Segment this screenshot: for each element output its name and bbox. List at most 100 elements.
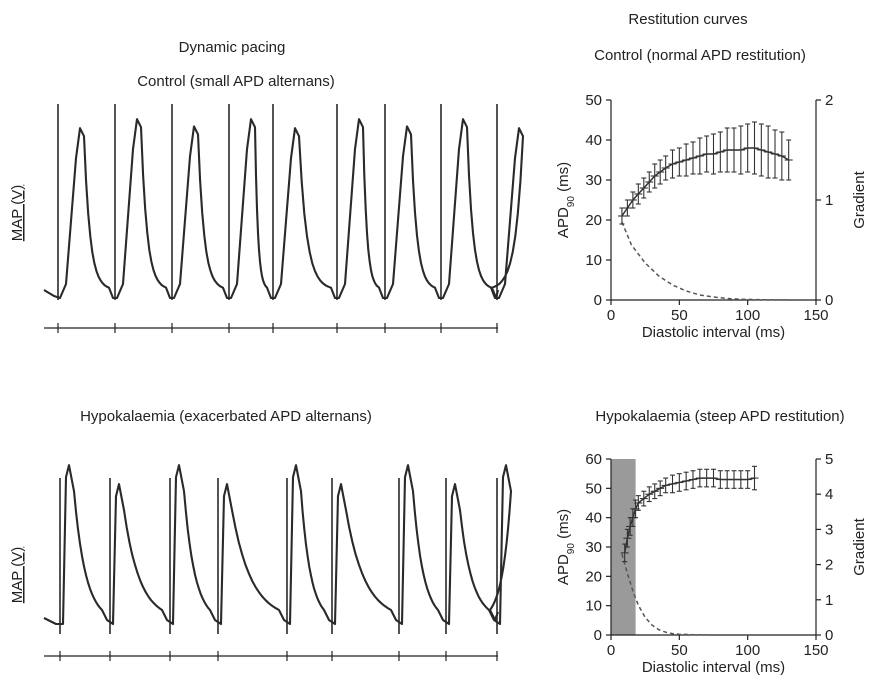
top-restitution-apd-point <box>645 171 654 193</box>
top-restitution-apd-point <box>743 123 752 173</box>
svg-text:Gradient: Gradient <box>851 517 868 575</box>
bottom-restitution-apd-point <box>645 486 654 503</box>
bottom-restitution-gradient-curve <box>621 553 748 636</box>
top-restitution-apd-point <box>723 127 732 173</box>
bottom-restitution-ytick-label: 30 <box>585 539 602 556</box>
svg-text:APD90 (ms): APD90 (ms) <box>555 162 577 238</box>
top-restitution-ytick-label: 10 <box>585 252 602 269</box>
top-restitution-xtick-label: 100 <box>735 307 760 324</box>
top-restitution-xlabel: Diastolic interval (ms) <box>642 324 785 341</box>
top-restitution-apd-point <box>709 133 718 175</box>
bottom-restitution-apd-point <box>639 490 648 507</box>
bottom-restitution-ytick-label: 20 <box>585 568 602 585</box>
top-restitution-apd-point <box>784 139 793 181</box>
bottom-trace-map-waveform <box>43 464 513 626</box>
svg-text:APD90 (ms): APD90 (ms) <box>555 509 577 585</box>
bottom-restitution-xtick-label: 150 <box>803 642 828 659</box>
top-restitution-apd-point <box>736 125 745 175</box>
top-right-subtitle: Control (normal APD restitution) <box>594 47 806 64</box>
top-restitution-apd-point <box>634 183 643 205</box>
bottom-restitution-apd-point <box>695 468 704 488</box>
top-restitution-y2tick-label: 2 <box>825 92 833 109</box>
bottom-restitution-apd-point <box>689 470 697 489</box>
top-restitution-apd-point <box>656 159 665 185</box>
top-restitution-apd-point <box>750 121 759 175</box>
bottom-restitution-apd-point <box>650 483 659 500</box>
top-restitution-y2tick-label: 0 <box>825 292 833 309</box>
top-restitution-apd-point <box>771 129 779 179</box>
bottom-restitution-xtick-label: 100 <box>735 642 760 659</box>
bottom-restitution-apd-point <box>709 468 718 488</box>
top-trace-ylabel: MAP (V) <box>9 185 26 241</box>
top-restitution-apd-point <box>689 141 697 175</box>
restitution-title: Restitution curves <box>628 11 747 28</box>
bottom-restitution-ytick-label: 60 <box>585 451 602 468</box>
bottom-restitution-apd-point <box>723 470 732 489</box>
top-restitution-xtick-label: 150 <box>803 307 828 324</box>
bottom-restitution-y2tick-label: 1 <box>825 592 833 609</box>
bottom-restitution-xlabel: Diastolic interval (ms) <box>642 659 785 676</box>
bottom-restitution-apd-point <box>730 470 738 489</box>
top-restitution-apd-point <box>628 191 637 209</box>
top-restitution-apd-point <box>623 199 632 217</box>
top-restitution-apd-point <box>777 131 786 181</box>
bottom-restitution-apd-point <box>675 473 684 492</box>
bottom-trace-ylabel: MAP (V) <box>9 547 26 603</box>
top-restitution-y2label: Gradient <box>851 170 868 228</box>
top-trace-map-waveform <box>43 118 525 300</box>
bottom-restitution-ytick-label: 10 <box>585 598 602 615</box>
bottom-restitution-ylabel: APD90 (ms) <box>555 509 577 585</box>
top-restitution-apd-point <box>757 123 766 177</box>
bottom-restitution-apd-point <box>634 495 643 511</box>
bottom-restitution-apd-point <box>668 474 677 494</box>
top-restitution-ylabel: APD90 (ms) <box>555 162 577 238</box>
top-restitution-gradient-curve <box>621 221 789 301</box>
top-restitution-apd-point <box>661 155 670 181</box>
bottom-restitution-xtick-label: 0 <box>607 642 615 659</box>
top-restitution-ytick-label: 30 <box>585 172 602 189</box>
bottom-restitution-apd-fit-curve <box>623 477 755 554</box>
top-restitution-apd-point <box>716 131 725 173</box>
bottom-restitution-y2tick-label: 2 <box>825 557 833 574</box>
top-restitution-apd-point <box>702 135 711 173</box>
top-restitution-ytick-label: 50 <box>585 92 602 109</box>
top-restitution-ytick-label: 20 <box>585 212 602 229</box>
bottom-left-subtitle: Hypokalaemia (exacerbated APD alternans) <box>80 408 372 425</box>
dynamic-pacing-title: Dynamic pacing <box>179 39 286 56</box>
bottom-restitution-apd-point <box>682 471 691 491</box>
bottom-map-trace-panel <box>43 464 513 661</box>
top-restitution-apd-point <box>730 127 738 173</box>
bottom-restitution-apd-point <box>656 480 665 497</box>
top-map-trace-panel <box>43 104 525 333</box>
top-restitution-y2tick-label: 1 <box>825 192 833 209</box>
top-restitution-apd-point <box>695 137 704 175</box>
bottom-restitution-ytick-label: 0 <box>594 627 602 644</box>
top-restitution-apd-point <box>639 177 648 199</box>
bottom-restitution-y2tick-label: 4 <box>825 486 833 503</box>
bottom-restitution-apd-point <box>702 468 711 488</box>
svg-text:Gradient: Gradient <box>851 170 868 228</box>
bottom-restitution-xtick-label: 50 <box>671 642 688 659</box>
top-restitution-ytick-label: 40 <box>585 132 602 149</box>
bottom-restitution-apd-point <box>716 470 725 489</box>
bottom-restitution-ytick-label: 50 <box>585 480 602 497</box>
bottom-restitution-apd-point <box>750 465 759 491</box>
bottom-restitution-apd-point <box>661 477 670 494</box>
bottom-restitution-y2label: Gradient <box>851 517 868 575</box>
bottom-restitution-apd-point <box>743 470 752 489</box>
bottom-restitution-apd-point <box>623 528 632 548</box>
bottom-right-subtitle: Hypokalaemia (steep APD restitution) <box>595 408 844 425</box>
top-restitution-xtick-label: 0 <box>607 307 615 324</box>
bottom-restitution-apd-point <box>736 470 745 489</box>
top-restitution-apd-point <box>675 147 684 177</box>
bottom-restitution-y2tick-label: 5 <box>825 451 833 468</box>
bottom-restitution-apd-point <box>620 543 629 563</box>
bottom-restitution-ytick-label: 40 <box>585 510 602 527</box>
bottom-restitution-y2tick-label: 3 <box>825 521 833 538</box>
top-restitution-apd-point <box>650 163 659 189</box>
top-restitution-xtick-label: 50 <box>671 307 688 324</box>
top-restitution-apd-point <box>668 149 677 179</box>
